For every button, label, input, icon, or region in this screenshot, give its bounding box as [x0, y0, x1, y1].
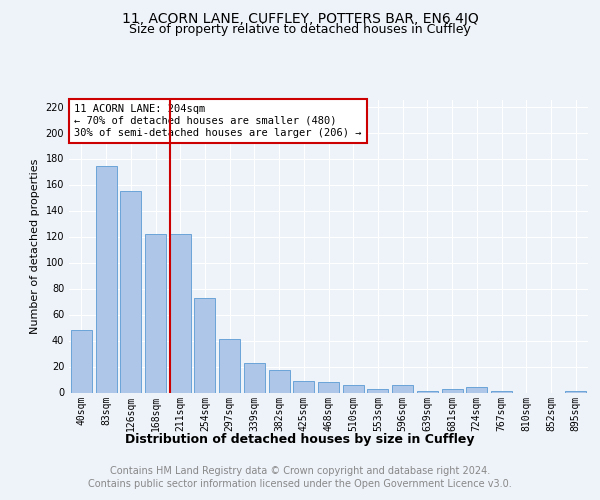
Bar [343, 384, 364, 392]
Text: Size of property relative to detached houses in Cuffley: Size of property relative to detached ho… [129, 22, 471, 36]
Bar [269, 370, 290, 392]
Bar [71, 330, 92, 392]
Bar [466, 388, 487, 392]
Bar [392, 384, 413, 392]
Bar [293, 381, 314, 392]
Bar [194, 298, 215, 392]
Bar [95, 166, 116, 392]
Text: Distribution of detached houses by size in Cuffley: Distribution of detached houses by size … [125, 432, 475, 446]
Bar [417, 391, 438, 392]
Text: 11, ACORN LANE, CUFFLEY, POTTERS BAR, EN6 4JQ: 11, ACORN LANE, CUFFLEY, POTTERS BAR, EN… [122, 12, 478, 26]
Bar [170, 234, 191, 392]
Bar [565, 391, 586, 392]
Text: Contains public sector information licensed under the Open Government Licence v3: Contains public sector information licen… [88, 479, 512, 489]
Bar [120, 191, 141, 392]
Bar [145, 234, 166, 392]
Bar [442, 388, 463, 392]
Bar [318, 382, 339, 392]
Bar [219, 339, 240, 392]
Text: 11 ACORN LANE: 204sqm
← 70% of detached houses are smaller (480)
30% of semi-det: 11 ACORN LANE: 204sqm ← 70% of detached … [74, 104, 362, 138]
Y-axis label: Number of detached properties: Number of detached properties [30, 158, 40, 334]
Bar [367, 388, 388, 392]
Text: Contains HM Land Registry data © Crown copyright and database right 2024.: Contains HM Land Registry data © Crown c… [110, 466, 490, 476]
Bar [244, 362, 265, 392]
Bar [491, 391, 512, 392]
